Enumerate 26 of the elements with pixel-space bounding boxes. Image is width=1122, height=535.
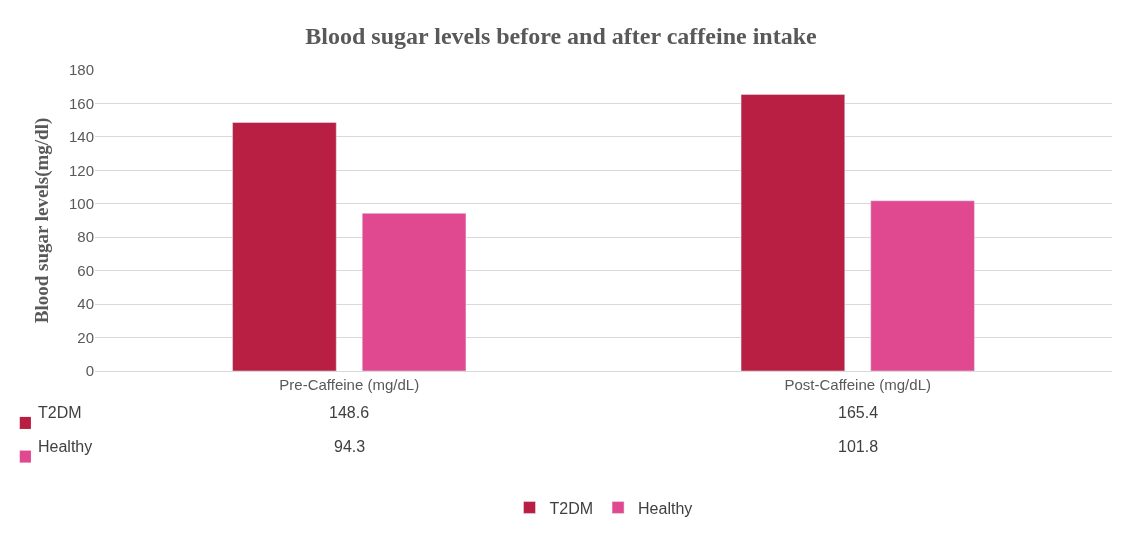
y-tick-label: 80 xyxy=(77,228,94,246)
data-label: 101.8 xyxy=(838,438,879,455)
y-tick-label: 100 xyxy=(68,195,94,213)
text: Healthy xyxy=(38,438,93,455)
y-tick-label: 40 xyxy=(77,295,94,313)
legend-label: Healthy xyxy=(638,499,693,517)
data-label: 165.4 xyxy=(838,404,879,421)
y-tick-label: 180 xyxy=(68,61,94,79)
y-tick-label: 20 xyxy=(77,328,94,346)
chart-title: Blood sugar levels before and after caffeine intake xyxy=(305,22,817,49)
bar xyxy=(361,213,467,371)
bar xyxy=(870,200,975,371)
y-tick-label: 0 xyxy=(85,362,94,380)
legend-label: T2DM xyxy=(549,499,594,517)
y-axis-title: Blood sugar levels(mg/dl) xyxy=(30,117,53,324)
y-tick-label: 120 xyxy=(68,161,94,179)
x-tick-label: Post-Caffeine (mg/dL) xyxy=(784,376,931,393)
data-label: 148.6 xyxy=(329,404,370,421)
y-tick-label: 60 xyxy=(77,261,94,279)
bar xyxy=(740,94,846,371)
bar xyxy=(232,122,337,371)
x-tick-label: Pre-Caffeine (mg/dL) xyxy=(279,376,420,393)
y-tick-label: 160 xyxy=(68,94,94,112)
text: T2DM xyxy=(38,404,82,421)
data-label: 94.3 xyxy=(334,438,366,455)
y-tick-label: 140 xyxy=(68,128,94,146)
